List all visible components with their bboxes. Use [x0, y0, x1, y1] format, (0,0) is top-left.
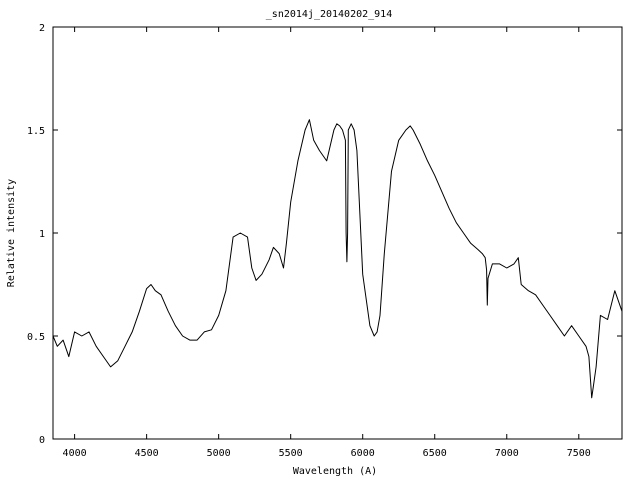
y-tick-label: 1.5 [27, 126, 45, 137]
x-tick-label: 7500 [567, 448, 591, 459]
x-tick-label: 4000 [63, 448, 87, 459]
y-tick-label: 0 [39, 435, 45, 446]
x-tick-label: 5000 [207, 448, 231, 459]
series-layer [52, 119, 623, 399]
y-axis-label: Relative intensity [6, 179, 17, 287]
x-axis-label: Wavelength (A) [293, 466, 377, 477]
plot-frame [52, 26, 623, 440]
chart-title: _sn2014j_20140202_914 [266, 9, 392, 20]
x-tick-label: 6500 [423, 448, 447, 459]
y-axis: 0 0.5 1 1.5 2 [27, 23, 622, 446]
x-tick-label: 6000 [351, 448, 375, 459]
x-axis: 4000 4500 5000 5500 6000 6500 7000 7500 [63, 27, 591, 459]
x-tick-label: 7000 [495, 448, 519, 459]
x-tick-label: 4500 [135, 448, 159, 459]
spectrum-line [52, 119, 623, 399]
y-tick-label: 1 [39, 229, 45, 240]
y-tick-label: 0.5 [27, 332, 45, 343]
y-tick-label: 2 [39, 23, 45, 34]
x-tick-label: 5500 [279, 448, 303, 459]
